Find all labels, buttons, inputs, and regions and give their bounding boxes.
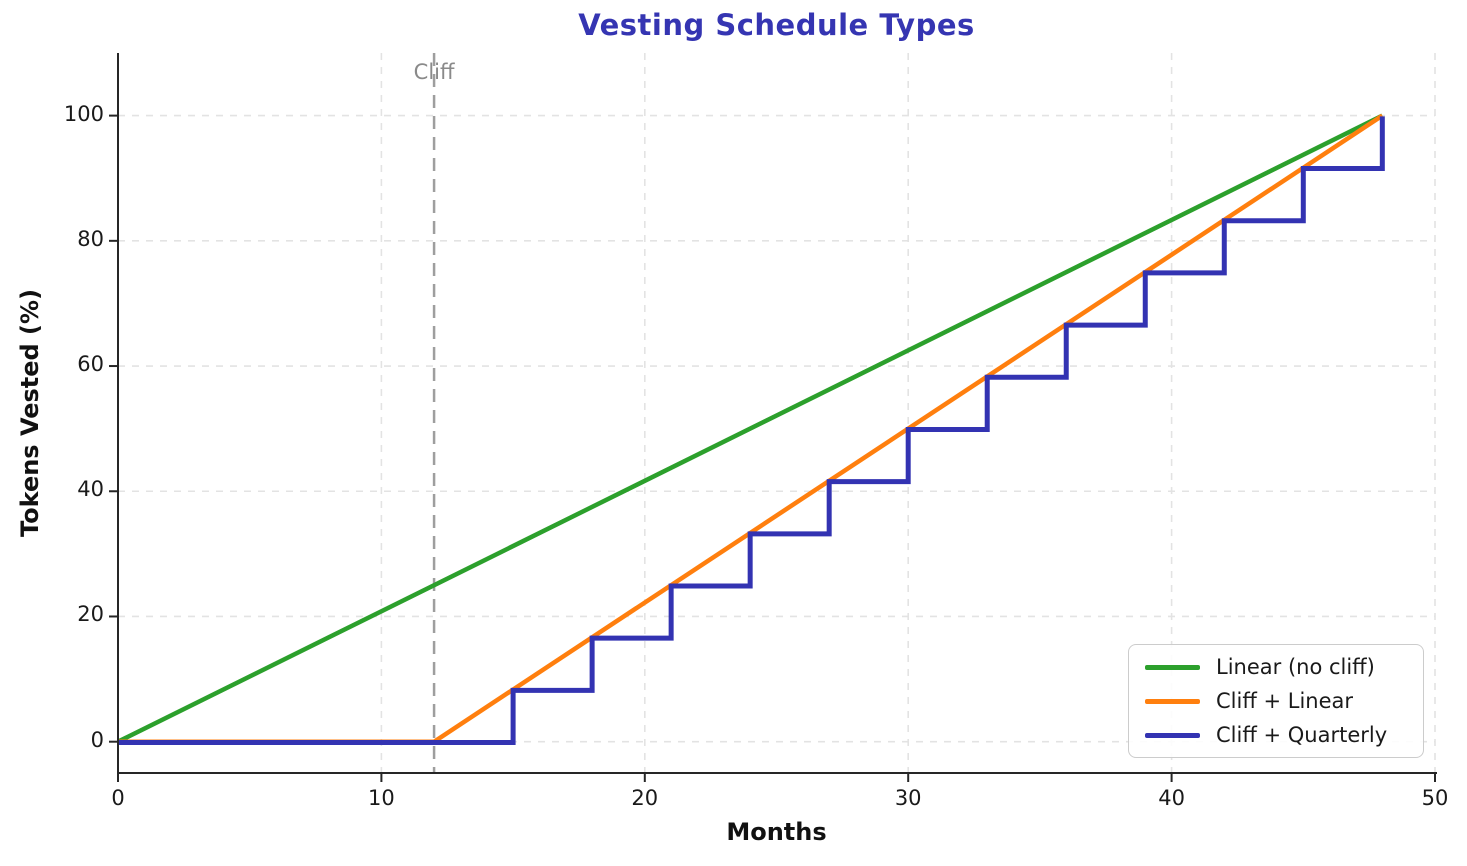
legend-line-swatch bbox=[1145, 732, 1200, 738]
x-tick-label: 10 bbox=[368, 786, 395, 810]
y-tick-label: 80 bbox=[77, 226, 104, 251]
legend-line-swatch bbox=[1145, 698, 1200, 704]
x-tick-label: 30 bbox=[894, 786, 922, 810]
x-tick-label: 40 bbox=[1158, 786, 1185, 810]
y-tick-label: 20 bbox=[77, 602, 104, 627]
legend: Linear (no cliff) Cliff + Linear Cliff + Q… bbox=[1128, 644, 1424, 758]
y-tick-label: 100 bbox=[63, 101, 104, 126]
y-tick-label: 0 bbox=[90, 727, 104, 752]
legend-item: Linear (no cliff) bbox=[1129, 655, 1423, 679]
x-tick-label: 0 bbox=[111, 786, 125, 810]
x-tick-label: 50 bbox=[1421, 786, 1449, 810]
legend-item: Cliff + Quarterly bbox=[1129, 723, 1423, 747]
y-tick-label: 40 bbox=[77, 477, 104, 502]
legend-label: Cliff + Linear bbox=[1216, 689, 1354, 713]
chart-title: Vesting Schedule Types bbox=[578, 8, 975, 42]
y-tick-label: 60 bbox=[77, 352, 104, 377]
x-axis-label: Months bbox=[726, 818, 827, 846]
x-tick-label: 20 bbox=[631, 786, 659, 810]
series-line-1 bbox=[117, 113, 1384, 744]
legend-label: Cliff + Quarterly bbox=[1216, 723, 1388, 747]
legend-label: Linear (no cliff) bbox=[1216, 655, 1375, 679]
legend-item: Cliff + Linear bbox=[1129, 689, 1423, 713]
series-line-3 bbox=[118, 116, 1385, 745]
legend-line-swatch bbox=[1145, 664, 1200, 670]
cliff-annotation-label: Cliff bbox=[413, 60, 455, 84]
